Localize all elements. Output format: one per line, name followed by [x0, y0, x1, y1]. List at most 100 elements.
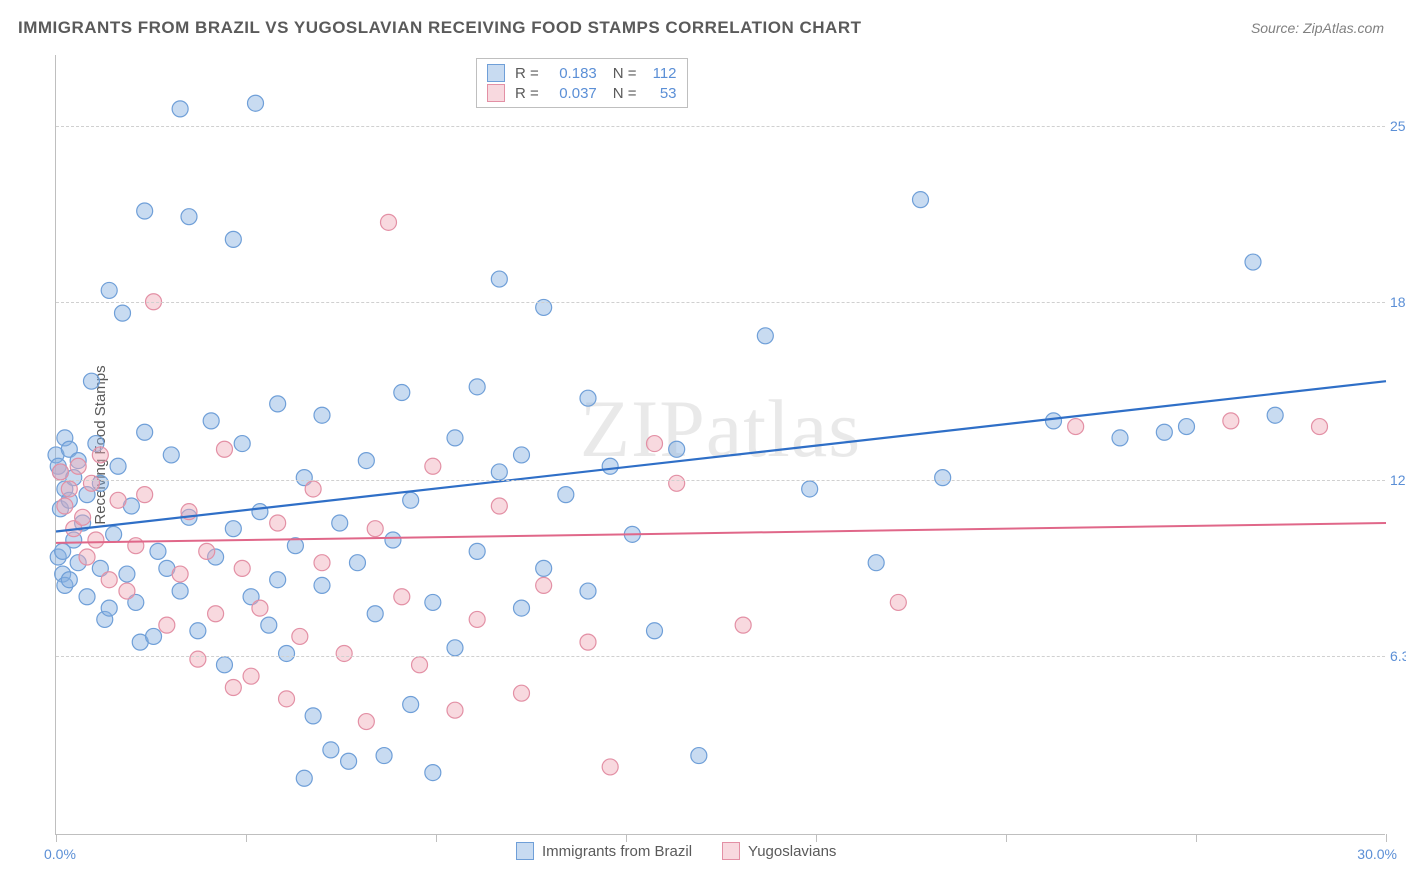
- data-point: [580, 390, 596, 406]
- data-point: [88, 532, 104, 548]
- data-point: [447, 430, 463, 446]
- data-point: [602, 759, 618, 775]
- data-point: [119, 566, 135, 582]
- legend-item-yugoslavia: Yugoslavians: [722, 842, 836, 860]
- data-point: [1245, 254, 1261, 270]
- data-point: [536, 560, 552, 576]
- data-point: [225, 680, 241, 696]
- data-point: [349, 555, 365, 571]
- data-point: [341, 753, 357, 769]
- data-point: [199, 543, 215, 559]
- data-point: [61, 481, 77, 497]
- data-point: [225, 521, 241, 537]
- legend-label-brazil: Immigrants from Brazil: [542, 843, 692, 860]
- data-point: [1267, 407, 1283, 423]
- data-point: [1179, 419, 1195, 435]
- data-point: [669, 475, 685, 491]
- data-point: [270, 396, 286, 412]
- data-point: [802, 481, 818, 497]
- source-attribution: Source: ZipAtlas.com: [1251, 20, 1384, 36]
- chart-title: IMMIGRANTS FROM BRAZIL VS YUGOSLAVIAN RE…: [18, 18, 862, 38]
- data-point: [110, 458, 126, 474]
- x-tick: [1386, 834, 1387, 842]
- data-point: [305, 708, 321, 724]
- data-point: [79, 549, 95, 565]
- data-point: [1223, 413, 1239, 429]
- data-point: [110, 492, 126, 508]
- x-tick: [816, 834, 817, 842]
- x-tick: [246, 834, 247, 842]
- data-point: [425, 765, 441, 781]
- series-legend: Immigrants from Brazil Yugoslavians: [516, 842, 856, 860]
- data-point: [115, 305, 131, 321]
- data-point: [305, 481, 321, 497]
- data-point: [332, 515, 348, 531]
- data-point: [412, 657, 428, 673]
- trend-line: [56, 523, 1386, 543]
- data-point: [119, 583, 135, 599]
- y-tick-label: 25.0%: [1390, 118, 1406, 134]
- data-point: [580, 634, 596, 650]
- data-point: [101, 572, 117, 588]
- data-point: [52, 464, 68, 480]
- data-point: [403, 697, 419, 713]
- data-point: [491, 498, 507, 514]
- data-point: [514, 600, 530, 616]
- gridline: [56, 480, 1385, 481]
- data-point: [394, 589, 410, 605]
- x-axis-max-label: 30.0%: [1357, 846, 1397, 862]
- data-point: [514, 685, 530, 701]
- chart-plot-area: Receiving Food Stamps ZIPatlas R = 0.183…: [55, 55, 1385, 835]
- data-point: [1156, 424, 1172, 440]
- data-point: [447, 640, 463, 656]
- data-point: [216, 657, 232, 673]
- x-tick: [436, 834, 437, 842]
- y-tick-label: 6.3%: [1390, 648, 1406, 664]
- data-point: [163, 447, 179, 463]
- gridline: [56, 302, 1385, 303]
- data-point: [57, 498, 73, 514]
- data-point: [203, 413, 219, 429]
- data-point: [101, 282, 117, 298]
- data-point: [190, 651, 206, 667]
- data-point: [172, 583, 188, 599]
- data-point: [92, 447, 108, 463]
- data-point: [83, 475, 99, 491]
- legend-label-yugoslavia: Yugoslavians: [748, 843, 836, 860]
- data-point: [691, 748, 707, 764]
- data-point: [137, 424, 153, 440]
- data-point: [425, 594, 441, 610]
- data-point: [890, 594, 906, 610]
- data-point: [367, 606, 383, 622]
- data-point: [1112, 430, 1128, 446]
- data-point: [150, 543, 166, 559]
- data-point: [491, 464, 507, 480]
- scatter-svg: [56, 55, 1385, 834]
- data-point: [536, 577, 552, 593]
- data-point: [61, 572, 77, 588]
- data-point: [580, 583, 596, 599]
- swatch-brazil-bottom: [516, 842, 534, 860]
- data-point: [913, 192, 929, 208]
- data-point: [1312, 419, 1328, 435]
- data-point: [79, 589, 95, 605]
- data-point: [314, 407, 330, 423]
- data-point: [469, 543, 485, 559]
- data-point: [514, 447, 530, 463]
- data-point: [403, 492, 419, 508]
- data-point: [279, 645, 295, 661]
- data-point: [270, 572, 286, 588]
- swatch-yugoslavia-bottom: [722, 842, 740, 860]
- data-point: [358, 714, 374, 730]
- data-point: [172, 101, 188, 117]
- data-point: [75, 509, 91, 525]
- data-point: [602, 458, 618, 474]
- data-point: [647, 623, 663, 639]
- data-point: [270, 515, 286, 531]
- data-point: [358, 453, 374, 469]
- data-point: [181, 209, 197, 225]
- data-point: [314, 577, 330, 593]
- data-point: [757, 328, 773, 344]
- data-point: [252, 504, 268, 520]
- legend-item-brazil: Immigrants from Brazil: [516, 842, 692, 860]
